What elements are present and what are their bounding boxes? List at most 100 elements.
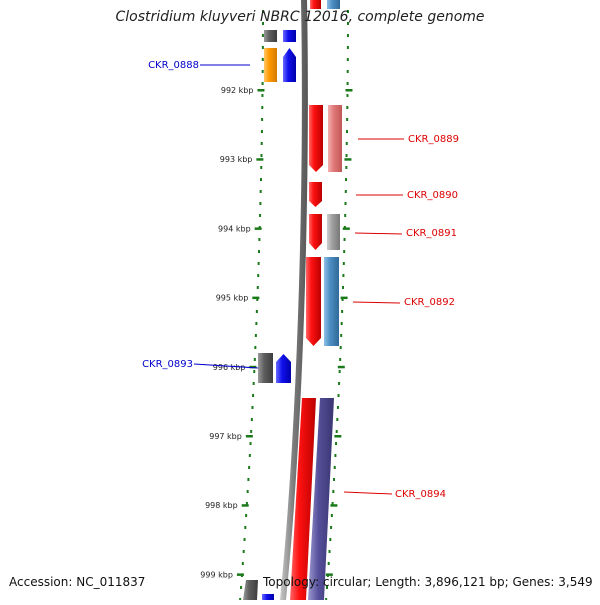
inner-rail-dot: [258, 250, 261, 253]
inner-rail-dot: [260, 166, 263, 169]
gene-feature-purple: [308, 398, 334, 600]
gene-label-ckr0891[interactable]: CKR_0891: [406, 228, 457, 239]
outer-rail-dot: [332, 490, 335, 493]
inner-rail-dot: [259, 202, 262, 205]
outer-rail-dot: [346, 94, 349, 97]
inner-rail-dot: [259, 214, 262, 217]
outer-rail-dot: [340, 334, 343, 337]
inner-rail-dot: [245, 502, 248, 505]
outer-rail-dot: [346, 10, 349, 13]
outer-rail-dot: [338, 370, 341, 373]
outer-rail-dot: [345, 130, 348, 133]
inner-rail-dot: [261, 82, 264, 85]
outer-rail-dot: [346, 34, 349, 37]
gene-leader-lines: [193, 64, 404, 495]
inner-rail-dot: [250, 430, 253, 433]
outer-rail-dot: [345, 154, 348, 157]
inner-rail-dot: [248, 454, 251, 457]
inner-rail-dot: [240, 586, 243, 589]
outer-rail-dot: [344, 202, 347, 205]
outer-rail-dot: [346, 22, 349, 25]
gene-feature-ckr0888: [283, 48, 296, 82]
gene-label-ckr0893[interactable]: CKR_0893: [142, 359, 193, 370]
scale-tick-outer: [330, 504, 338, 507]
inner-rail-dot: [257, 262, 260, 265]
scale-tick-label: 993 kbp: [220, 155, 253, 164]
scale-tick-inner: [256, 158, 264, 161]
inner-rail-dot: [255, 322, 258, 325]
genome-backbone: [280, 0, 308, 600]
outer-rail-dot: [346, 58, 349, 61]
gene-feature-dark: [258, 353, 273, 383]
outer-rail-dot: [345, 178, 348, 181]
gene-label-ckr0888[interactable]: CKR_0888: [148, 60, 199, 71]
outer-rail-dot: [333, 466, 336, 469]
leader-line-ckr0894: [343, 491, 393, 495]
outer-rail-dot: [341, 310, 344, 313]
inner-rail-dot: [261, 106, 264, 109]
outer-rail-dot: [342, 286, 345, 289]
scale-tick-outer: [340, 296, 348, 300]
inner-rail-dot: [260, 154, 263, 157]
gene-feature-blue-bottom: [262, 594, 274, 600]
outer-rail-dot: [342, 274, 345, 277]
outer-rail-dot: [346, 118, 349, 121]
inner-rail-dot: [261, 94, 264, 97]
inner-rail-dot: [261, 118, 264, 121]
leader-line-ckr0893: [193, 363, 259, 369]
scale-tick-label: 992 kbp: [221, 86, 254, 95]
inner-rail-dot: [250, 418, 253, 421]
scale-tick-outer: [325, 573, 333, 576]
inner-rail-dot: [256, 286, 259, 289]
inner-rail-dot: [261, 34, 264, 37]
outer-rail-dot: [335, 430, 338, 433]
gene-feature-dark-top: [264, 30, 277, 42]
scale-tick-label: 994 kbp: [218, 224, 251, 233]
inner-rail-dot: [257, 274, 260, 277]
outer-rail-dot: [338, 382, 341, 385]
outer-rail-dot: [346, 70, 349, 73]
inner-rail-dot: [248, 466, 251, 469]
scale-tick-label: 999 kbp: [200, 570, 233, 579]
gene-features: [243, 0, 342, 600]
inner-rail-dot: [253, 358, 256, 361]
outer-rail-dot: [346, 82, 349, 85]
gene-feature-grey: [327, 214, 340, 250]
gene-feature-ckr0890: [309, 182, 322, 207]
gene-feature-ckr0891: [309, 214, 322, 250]
inner-rail-dot: [261, 46, 264, 49]
scale-tick-inner: [257, 89, 265, 92]
gene-label-ckr0889[interactable]: CKR_0889: [408, 134, 459, 145]
gene-label-ckr0892[interactable]: CKR_0892: [404, 297, 455, 308]
scale-tick-label: 996 kbp: [213, 363, 246, 372]
inner-rail-dot: [243, 538, 246, 541]
inner-rail-dot: [254, 346, 257, 349]
outer-rail-dot: [339, 358, 342, 361]
inner-rail-dot: [258, 238, 261, 241]
inner-rail-dot: [244, 526, 247, 529]
inner-rail-dot: [259, 178, 262, 181]
gene-label-ckr0890[interactable]: CKR_0890: [407, 190, 458, 201]
inner-rail-dot: [261, 70, 264, 73]
outer-rail-dot: [329, 538, 332, 541]
inner-rail-dot: [252, 382, 255, 385]
scale-tick-inner: [249, 365, 257, 369]
inner-rail-dot: [261, 10, 264, 13]
inner-rail-dot: [246, 490, 249, 493]
outer-rail-dot: [344, 214, 347, 217]
inner-rail-dot: [259, 190, 262, 193]
scale-tick-outer: [342, 227, 350, 230]
outer-rail-dot: [335, 442, 338, 445]
scale-tick-inner: [241, 504, 249, 507]
gene-feature-red-top: [310, 0, 321, 9]
outer-rail-dot: [330, 514, 333, 517]
outer-rail-dot: [346, 46, 349, 49]
gene-feature-pink: [328, 105, 342, 172]
gene-label-ckr0894[interactable]: CKR_0894: [395, 489, 446, 500]
inner-rail-dot: [254, 334, 257, 337]
outer-rail-dot: [330, 526, 333, 529]
scale-tick-outer: [344, 158, 352, 161]
inner-rail-dot: [261, 58, 264, 61]
outer-rail-dot: [340, 322, 343, 325]
